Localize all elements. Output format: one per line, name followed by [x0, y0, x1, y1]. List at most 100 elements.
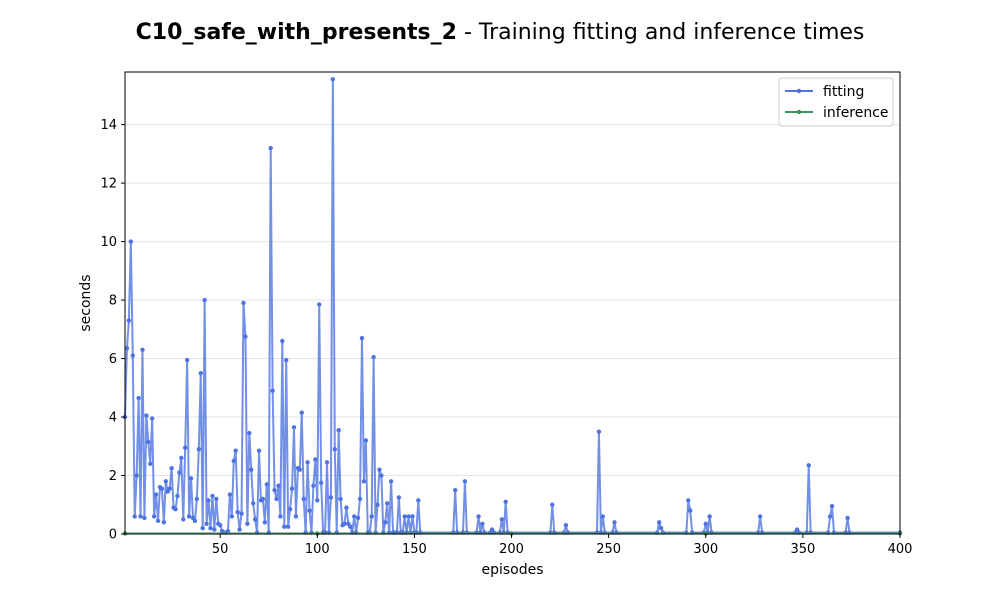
data-point-fitting [214, 496, 219, 502]
data-point-fitting [503, 499, 508, 505]
data-point-fitting [175, 493, 180, 499]
data-point-fitting [130, 353, 135, 358]
data-point-fitting [233, 448, 238, 453]
y-tick-label: 2 [109, 469, 117, 484]
data-point-fitting [142, 515, 147, 521]
data-point-fitting [703, 521, 708, 526]
y-tick-label: 8 [109, 294, 117, 309]
data-point-fitting [252, 517, 258, 522]
data-point-fitting [124, 346, 130, 351]
data-point-fitting [270, 388, 275, 393]
data-point-fitting [235, 509, 240, 515]
legend-label-inference: inference [823, 105, 889, 121]
data-point-fitting [194, 496, 200, 502]
data-point-fitting [169, 466, 174, 471]
data-point-fitting [136, 395, 141, 401]
data-point-fitting [181, 517, 186, 522]
data-point-fitting [293, 514, 299, 519]
data-point-inference [509, 531, 514, 536]
data-point-fitting [280, 338, 285, 344]
data-point-fitting [128, 239, 134, 244]
data-point-fitting [149, 416, 155, 421]
y-tick-label: 0 [109, 528, 117, 543]
y-axis-ticks: 0 2 4 6 8 10 12 14 [100, 118, 125, 543]
data-point-fitting [289, 486, 295, 491]
data-point-fitting [200, 525, 205, 531]
legend-marker-inference [796, 109, 802, 115]
series-fitting [122, 77, 903, 535]
data-point-fitting [276, 483, 281, 488]
data-point-fitting [274, 496, 279, 502]
data-point-fitting [388, 479, 394, 484]
data-point-fitting [688, 508, 693, 513]
data-point-fitting [206, 498, 211, 503]
x-tick-label: 250 [596, 542, 621, 557]
data-point-fitting [245, 521, 250, 526]
data-point-fitting [297, 467, 303, 472]
data-point-fitting [499, 517, 505, 522]
data-point-fitting [268, 145, 273, 151]
data-point-fitting [264, 482, 269, 487]
data-point-fitting [284, 357, 289, 363]
data-point-fitting [241, 300, 246, 306]
x-tick-label: 100 [305, 542, 330, 557]
data-point-fitting [196, 447, 202, 452]
data-point-fitting [658, 525, 664, 531]
data-point-fitting [453, 487, 458, 493]
data-point-fitting [291, 425, 297, 430]
data-point-fitting [315, 498, 320, 503]
data-point-fitting [410, 514, 415, 519]
data-point-fitting [188, 476, 194, 481]
legend-label-fitting: fitting [823, 84, 864, 100]
data-point-fitting [355, 515, 361, 521]
data-point-fitting [686, 498, 691, 503]
chart-title-rest: - Training fitting and inference times [456, 20, 865, 45]
data-point-fitting [344, 505, 349, 510]
y-tick-label: 6 [109, 352, 117, 367]
data-point-fitting [153, 492, 159, 497]
data-point-fitting [396, 495, 402, 500]
data-point-fitting [342, 521, 347, 526]
data-point-fitting [225, 528, 231, 534]
data-point-fitting [757, 514, 763, 519]
data-point-fitting [183, 445, 188, 450]
data-point-fitting [307, 508, 312, 513]
data-point-fitting [212, 527, 217, 532]
series-line-fitting [124, 78, 900, 534]
data-point-fitting [177, 470, 182, 475]
data-point-fitting [563, 523, 569, 528]
data-point-fitting [301, 496, 306, 502]
data-point-fitting [369, 514, 374, 519]
y-tick-label: 10 [100, 235, 117, 250]
data-point-fitting [371, 354, 376, 360]
data-point-fitting [126, 318, 132, 323]
data-point-fitting [278, 514, 283, 519]
data-point-fitting [656, 520, 662, 525]
y-tick-label: 12 [100, 177, 117, 192]
data-point-fitting [845, 515, 850, 521]
data-point-fitting [134, 473, 139, 478]
data-point-fitting [476, 514, 481, 519]
data-point-fitting [140, 347, 145, 352]
y-axis-label: seconds [78, 274, 94, 331]
data-point-fitting [179, 455, 184, 461]
data-point-fitting [173, 506, 178, 512]
chart-title-bold: C10_safe_with_presents_2 [135, 20, 457, 45]
data-point-fitting [159, 486, 165, 491]
data-point-fitting [262, 520, 268, 525]
data-point-fitting [827, 514, 833, 519]
x-tick-label: 150 [402, 542, 427, 557]
data-point-fitting [239, 511, 244, 516]
data-point-fitting [338, 496, 343, 502]
data-point-fitting [256, 448, 262, 453]
data-point-fitting [285, 524, 291, 529]
data-point-fitting [217, 523, 223, 528]
series-inference [122, 531, 903, 536]
data-point-fitting [167, 486, 172, 491]
data-point-inference [315, 531, 320, 536]
data-point-fitting [383, 520, 388, 525]
data-point-fitting [402, 514, 407, 519]
y-tick-label: 14 [100, 118, 117, 133]
chart-title: C10_safe_with_presents_2 - Training fitt… [0, 20, 1000, 45]
grid-lines [125, 124, 900, 535]
